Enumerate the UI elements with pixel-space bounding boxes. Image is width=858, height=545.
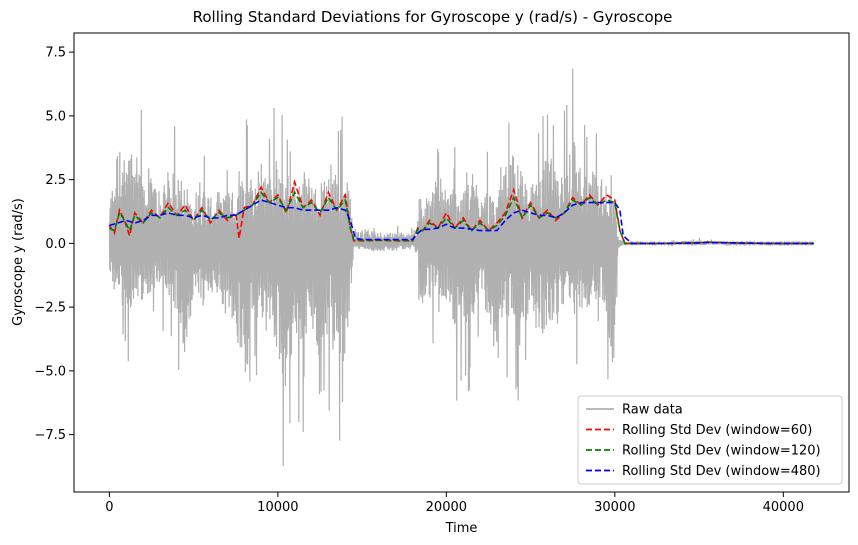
y-axis: −7.5 −5.0 −2.5 0.0 2.5 5.0 7.5: [34, 46, 74, 443]
x-tick-label: 10000: [257, 500, 298, 515]
x-tick-label: 30000: [594, 500, 635, 515]
y-tick-label: −2.5: [34, 301, 66, 316]
legend-window-120-label: Rolling Std Dev (window=120): [622, 444, 821, 459]
y-tick-label: 0.0: [45, 237, 66, 252]
legend: Raw data Rolling Std Dev (window=60) Rolli…: [577, 395, 843, 485]
x-tick-label: 40000: [763, 500, 804, 515]
series-layer: [108, 179, 814, 245]
legend-box: [577, 395, 843, 485]
x-axis: 0 10000 20000 30000 40000: [105, 492, 804, 515]
y-axis-label: Gyroscope y (rad/s): [11, 198, 26, 326]
y-tick-label: −7.5: [34, 428, 66, 443]
x-tick-label: 0: [105, 500, 113, 515]
y-tick-label: −5.0: [34, 364, 66, 379]
plot-area: [108, 68, 815, 467]
raw-data-line: [108, 68, 815, 467]
x-axis-label: Time: [445, 521, 478, 536]
raw-data-layer: [108, 68, 815, 467]
plot-frame: [73, 32, 850, 493]
x-tick-label: 20000: [426, 500, 467, 515]
rolling-std-480-line: [109, 199, 814, 245]
legend-raw-data-label: Raw data: [622, 403, 683, 418]
legend-window-60-label: Rolling Std Dev (window=60): [622, 423, 812, 438]
y-tick-label: 2.5: [45, 173, 66, 188]
y-tick-label: 7.5: [45, 46, 66, 61]
chart-title: Rolling Standard Deviations for Gyroscop…: [193, 8, 673, 26]
legend-window-480-label: Rolling Std Dev (window=480): [622, 464, 821, 479]
y-tick-label: 5.0: [45, 109, 66, 124]
